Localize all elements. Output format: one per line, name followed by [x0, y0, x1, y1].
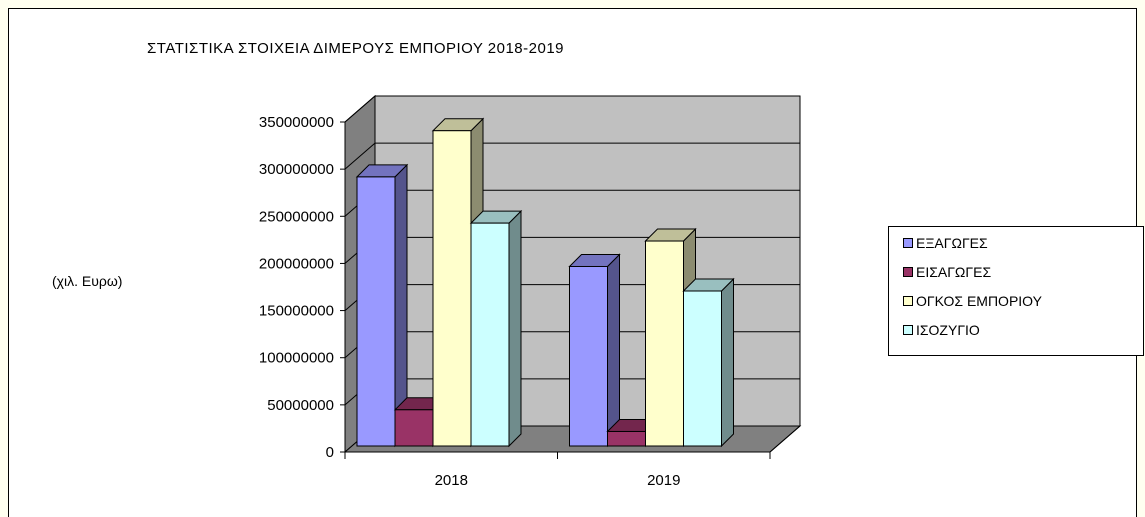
bar-0-2	[432, 130, 472, 447]
bar-1-1	[607, 430, 646, 447]
gridline-side	[344, 142, 376, 170]
legend-label-balance: ΙΣΟΖΥΓΙΟ	[916, 322, 980, 338]
x-tick-label: 2018	[435, 472, 468, 489]
legend-label-imports: ΕΙΣΑΓΩΓΕΣ	[916, 264, 992, 280]
legend-swatch-exports	[903, 238, 913, 248]
chart-title: ΣΤΑΤΙΣΤΙΚΑ ΣΤΟΙΧΕΙΑ ΔΙΜΕΡΟΥΣ ΕΜΠΟΡΙΟΥ 20…	[147, 40, 565, 57]
legend-swatch-balance	[903, 325, 913, 335]
legend-swatch-trade-volume	[903, 296, 913, 306]
bar-1-0	[569, 265, 608, 447]
y-tick-label: 350000000	[259, 114, 334, 131]
y-tick-label: 200000000	[259, 255, 334, 272]
gridline-side	[344, 95, 376, 123]
legend-label-trade-volume: ΟΓΚΟΣ ΕΜΠΟΡΙΟΥ	[916, 293, 1042, 309]
chart-legend: ΕΞΑΓΩΓΕΣ ΕΙΣΑΓΩΓΕΣ ΟΓΚΟΣ ΕΜΠΟΡΙΟΥ ΙΣΟΖΥΓ…	[888, 226, 1144, 356]
legend-item-trade-volume: ΟΓΚΟΣ ΕΜΠΟΡΙΟΥ	[903, 293, 1042, 309]
legend-item-imports: ΕΙΣΑΓΩΓΕΣ	[903, 264, 991, 280]
bar-0-1	[394, 409, 434, 447]
legend-item-balance: ΙΣΟΖΥΓΙΟ	[903, 322, 980, 338]
y-tick-label: 50000000	[267, 397, 334, 414]
legend-swatch-imports	[903, 267, 913, 277]
y-tick-label: 0	[326, 444, 334, 461]
bar-1-3	[683, 290, 722, 447]
y-tick-label: 250000000	[259, 208, 334, 225]
legend-item-exports: ΕΞΑΓΩΓΕΣ	[903, 235, 988, 251]
bar-0-0	[356, 176, 396, 447]
bar-1-2	[645, 240, 684, 447]
legend-label-exports: ΕΞΑΓΩΓΕΣ	[916, 235, 988, 251]
bar-0-3	[470, 222, 510, 447]
y-axis-label: (χιλ. Ευρω)	[52, 273, 123, 289]
floor-edge	[769, 425, 801, 453]
y-tick-label: 150000000	[259, 303, 334, 320]
y-tick-label: 100000000	[259, 350, 334, 367]
y-tick-label: 300000000	[259, 161, 334, 178]
bar-side	[607, 253, 620, 448]
bar-side	[508, 209, 522, 448]
bar-side	[721, 277, 734, 448]
x-tick-label: 2019	[647, 472, 680, 489]
